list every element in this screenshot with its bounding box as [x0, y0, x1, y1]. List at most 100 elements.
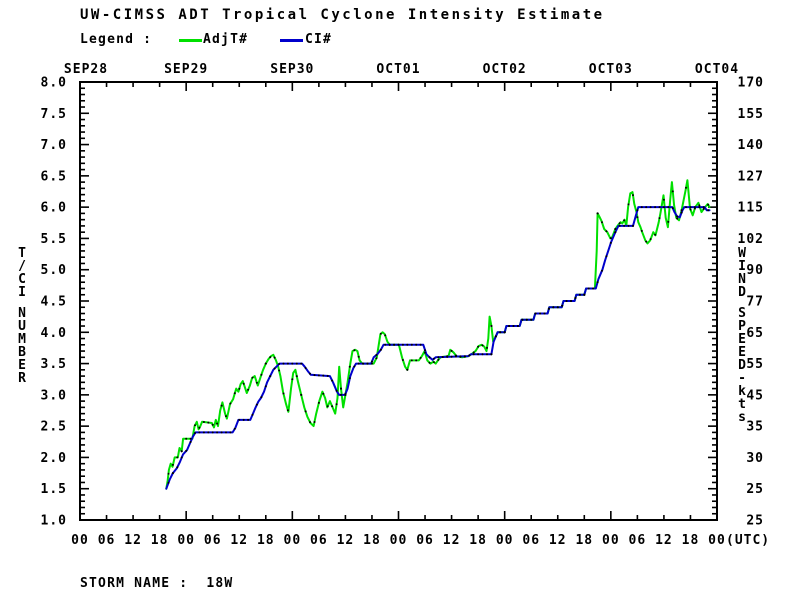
hour-label: 18	[575, 533, 593, 548]
data-point-marker	[322, 392, 325, 395]
data-point-marker	[371, 360, 373, 363]
data-point-marker	[264, 362, 267, 365]
y-right-tick-label: 127	[738, 169, 764, 184]
data-point-marker	[437, 356, 440, 359]
data-point-marker	[357, 362, 360, 365]
data-point-marker	[698, 204, 701, 207]
legend-label: Legend :	[80, 32, 153, 47]
data-point-marker	[282, 392, 285, 395]
data-point-marker	[384, 334, 387, 337]
data-point-marker	[654, 233, 657, 236]
data-point-marker	[353, 365, 356, 368]
data-point-marker	[388, 343, 391, 346]
data-point-marker	[401, 359, 404, 361]
y-left-axis-title: /	[18, 259, 26, 274]
data-point-marker	[260, 373, 263, 376]
y-right-tick-label: 140	[738, 138, 764, 153]
hour-label: 00	[284, 533, 302, 548]
y-right-axis-title: I	[738, 259, 746, 274]
data-point-marker	[176, 466, 179, 469]
ci-series-markers	[167, 206, 710, 484]
data-point-marker	[313, 421, 316, 423]
y-left-axis-title: R	[18, 371, 26, 386]
data-point-marker	[331, 379, 334, 382]
data-point-marker	[198, 431, 201, 434]
data-point-marker	[207, 431, 210, 434]
hour-label: 00	[602, 533, 620, 548]
y-left-tick-label: 1.5	[41, 482, 67, 497]
data-point-marker	[702, 206, 705, 209]
data-point-marker	[331, 405, 334, 408]
data-point-marker	[693, 206, 696, 209]
data-point-marker	[640, 229, 643, 232]
y-left-tick-label: 3.5	[41, 357, 67, 372]
hour-label: 18	[363, 533, 381, 548]
ci-legend-label: CI#	[305, 32, 333, 47]
hour-label: 18	[257, 533, 275, 548]
data-point-marker	[189, 437, 192, 440]
data-point-marker	[459, 355, 462, 358]
data-point-marker	[167, 481, 170, 484]
data-point-marker	[317, 401, 320, 404]
data-point-marker	[340, 393, 342, 396]
data-point-marker	[176, 456, 179, 459]
data-point-marker	[552, 306, 555, 309]
y-left-tick-label: 5.0	[41, 263, 67, 278]
data-point-marker	[592, 287, 595, 290]
data-point-marker	[609, 237, 612, 240]
data-point-marker	[667, 206, 670, 209]
data-point-marker	[255, 381, 258, 384]
data-point-marker	[490, 325, 493, 327]
data-point-marker	[353, 349, 356, 352]
y-left-axis-title: C	[18, 272, 26, 287]
y-right-tick-label: 35	[746, 420, 764, 435]
data-point-marker	[393, 343, 396, 346]
data-point-marker	[676, 215, 679, 218]
hour-label: 00	[708, 533, 726, 548]
hour-label: 06	[98, 533, 116, 548]
data-point-marker	[220, 431, 223, 434]
data-point-marker	[357, 355, 360, 358]
data-point-marker	[424, 351, 426, 354]
data-point-marker	[189, 441, 192, 443]
data-point-marker	[264, 385, 267, 388]
data-point-marker	[486, 353, 488, 356]
data-point-marker	[570, 300, 572, 302]
data-point-marker	[614, 231, 617, 234]
data-point-marker	[185, 437, 188, 440]
data-point-marker	[273, 367, 276, 370]
data-point-marker	[543, 312, 546, 315]
data-point-marker	[645, 240, 648, 243]
data-point-marker	[238, 387, 241, 390]
data-point-marker	[313, 374, 316, 377]
data-point-marker	[278, 369, 281, 372]
y-right-tick-label: 45	[746, 388, 764, 403]
data-point-marker	[463, 355, 466, 358]
data-point-marker	[636, 216, 639, 219]
data-point-marker	[326, 405, 329, 408]
data-point-marker	[344, 392, 347, 395]
data-point-marker	[291, 362, 294, 365]
data-point-marker	[693, 207, 696, 210]
hour-label: 06	[522, 533, 540, 548]
data-point-marker	[309, 421, 311, 424]
ci-legend-swatch	[280, 39, 303, 42]
data-point-marker	[202, 421, 205, 423]
data-point-marker	[578, 293, 581, 296]
data-point-marker	[623, 219, 626, 222]
y-left-axis-title: T	[18, 246, 26, 261]
data-point-marker	[216, 422, 219, 425]
data-point-marker	[211, 423, 214, 426]
data-point-marker	[242, 382, 245, 385]
day-label: SEP29	[164, 62, 208, 77]
data-point-marker	[658, 206, 661, 209]
data-point-marker	[282, 362, 285, 365]
data-point-marker	[662, 198, 665, 201]
data-point-marker	[685, 186, 687, 189]
data-point-marker	[685, 206, 687, 209]
y-right-axis-title: E	[738, 345, 746, 360]
data-point-marker	[207, 421, 210, 424]
data-point-marker	[229, 402, 232, 405]
data-point-marker	[379, 332, 382, 335]
data-point-marker	[428, 356, 431, 359]
